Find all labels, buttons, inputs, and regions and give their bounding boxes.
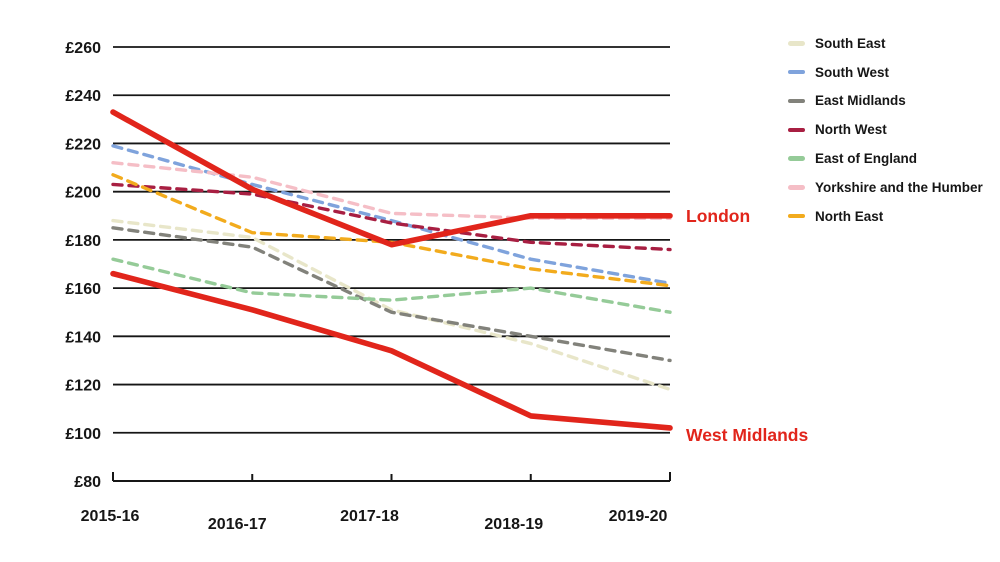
legend-swatch <box>788 185 805 190</box>
legend-label: Yorkshire and the Humber <box>815 179 983 195</box>
series-line-west-midlands <box>110 270 673 431</box>
legend-label: South West <box>815 64 889 80</box>
london-line-label: London <box>686 206 751 226</box>
legend-label: South East <box>815 35 886 51</box>
legend-item-east-of-england: East of England <box>788 144 983 173</box>
x-axis-tick-label: 2019-20 <box>609 508 668 525</box>
legend-item-south-east: South East <box>788 29 983 58</box>
series-line-south-east <box>111 218 672 392</box>
legend-swatch <box>788 127 805 133</box>
legend-item-south-west: South West <box>788 58 983 87</box>
x-axis-tick-label: 2016-17 <box>208 516 267 533</box>
legend-label: North West <box>815 122 887 138</box>
y-axis-tick-label: £120 <box>65 378 101 395</box>
y-axis-tick-label: £220 <box>65 136 101 153</box>
legend-swatch <box>788 156 805 161</box>
series-line-north-west <box>111 182 672 252</box>
legend-swatch <box>788 41 805 46</box>
series-line-south-west <box>111 144 672 285</box>
x-axis-tick-label: 2018-19 <box>484 516 543 533</box>
legend-swatch <box>788 69 805 75</box>
series-line-east-midlands <box>111 226 672 363</box>
legend-item-east-midlands: East Midlands <box>788 87 983 116</box>
y-axis-tick-label: £140 <box>65 329 101 346</box>
y-axis-tick-label: £200 <box>65 185 101 202</box>
legend-swatch <box>788 98 805 104</box>
series-line-east-of-england <box>111 257 672 314</box>
y-axis-tick-label: £260 <box>65 40 101 57</box>
legend-label: East of England <box>815 151 918 167</box>
west-midlands-line-label: West Midlands <box>686 425 809 445</box>
y-axis-tick-label: £80 <box>74 474 101 491</box>
legend-item-north-west: North West <box>788 115 983 144</box>
y-axis-tick-label: £100 <box>65 426 101 443</box>
legend-label: East Midlands <box>815 93 906 109</box>
legend-item-yorkshire-and-the-humber: Yorkshire and the Humber <box>788 173 983 202</box>
legend-swatch <box>788 213 805 219</box>
series-line-london <box>110 109 673 248</box>
legend-item-north-east: North East <box>788 202 983 231</box>
legend: South East South West East Midlands North W… <box>788 29 983 231</box>
x-axis-tick-label: 2017-18 <box>340 508 399 525</box>
y-axis-tick-label: £160 <box>65 281 101 298</box>
y-axis-tick-label: £240 <box>65 88 101 105</box>
x-axis-tick-label: 2015-16 <box>81 508 140 525</box>
legend-label: North East <box>815 208 884 224</box>
y-axis-tick-label: £180 <box>65 233 101 250</box>
